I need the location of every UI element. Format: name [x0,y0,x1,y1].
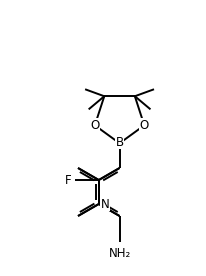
Text: N: N [101,198,110,211]
Text: B: B [116,136,124,148]
Text: NH₂: NH₂ [108,247,131,260]
Text: O: O [140,119,149,132]
Text: F: F [65,174,72,187]
Text: O: O [90,119,99,132]
